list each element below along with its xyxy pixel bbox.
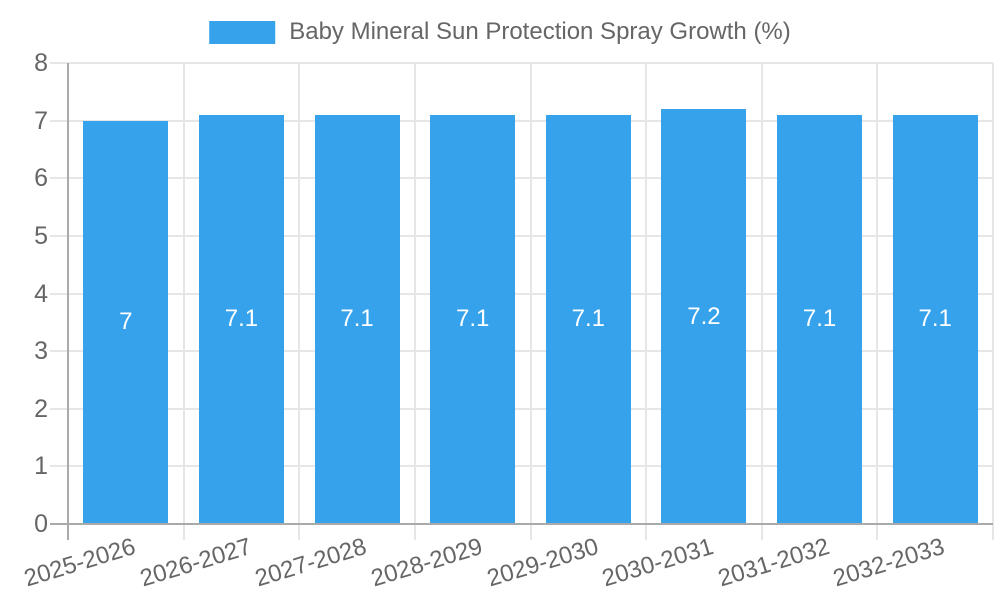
bar-value-label: 7.1	[802, 305, 837, 333]
y-axis-tick	[50, 234, 68, 237]
bar[interactable]	[661, 109, 747, 524]
v-gridline	[876, 63, 879, 524]
x-tick-label: 2029-2030	[483, 533, 602, 593]
y-tick-label: 2	[34, 394, 48, 423]
v-gridline	[992, 63, 994, 524]
x-axis-tick	[182, 524, 185, 540]
bar-value-label: 7.1	[456, 305, 490, 333]
v-gridline	[529, 63, 532, 524]
bar-value-label: 7.2	[687, 302, 721, 330]
legend-label: Baby Mineral Sun Protection Spray Growth…	[289, 18, 791, 45]
x-tick-label: 2027-2028	[252, 533, 370, 593]
y-axis-tick	[50, 177, 68, 180]
x-tick-label: 2025-2026	[21, 533, 139, 593]
y-tick-label: 1	[34, 452, 48, 481]
y-tick-label: 0	[34, 510, 48, 538]
v-gridline	[760, 63, 763, 524]
y-tick-label: 3	[34, 337, 48, 366]
bar[interactable]	[314, 114, 400, 524]
x-axis-tick	[529, 524, 532, 540]
bar[interactable]	[83, 120, 169, 524]
y-axis-line	[67, 63, 69, 540]
x-axis-tick	[876, 524, 879, 540]
y-tick-label: 7	[34, 106, 48, 135]
y-axis-tick	[50, 465, 68, 468]
x-axis-tick	[413, 524, 416, 540]
bar[interactable]	[545, 114, 631, 524]
y-axis-tick	[50, 292, 68, 295]
x-tick-label: 2030-2031	[599, 533, 717, 593]
y-axis-tick	[50, 350, 68, 353]
bar-value-label: 7.1	[340, 305, 374, 333]
v-gridline	[298, 63, 301, 524]
bar[interactable]	[430, 114, 516, 524]
y-tick-label: 5	[34, 221, 48, 250]
bar[interactable]	[198, 114, 284, 524]
bar-value-label: 7.1	[918, 305, 952, 333]
y-axis-tick	[50, 62, 68, 64]
legend-swatch	[209, 20, 276, 44]
bar[interactable]	[777, 114, 863, 524]
bar-value-label: 7.1	[571, 305, 605, 333]
bar-value-label: 7	[119, 308, 133, 336]
x-axis-line	[50, 523, 993, 525]
y-tick-label: 6	[34, 164, 48, 193]
bar-value-label: 7.1	[224, 305, 259, 333]
y-axis-tick	[50, 407, 68, 410]
x-tick-label: 2026-2027	[136, 533, 255, 593]
v-gridline	[645, 63, 648, 524]
y-tick-label: 8	[34, 49, 48, 77]
v-gridline	[182, 63, 185, 524]
x-tick-label: 2028-2029	[367, 533, 486, 593]
x-tick-label: 2032-2033	[830, 533, 949, 593]
x-axis-tick	[760, 524, 763, 540]
x-tick-label: 2031-2032	[714, 533, 833, 593]
y-axis-tick	[50, 119, 68, 122]
bar[interactable]	[892, 114, 978, 524]
y-tick-label: 4	[34, 279, 48, 308]
legend[interactable]: Baby Mineral Sun Protection Spray Growth…	[209, 18, 791, 46]
x-axis-tick	[298, 524, 301, 540]
v-gridline	[413, 63, 416, 524]
x-axis-tick	[992, 524, 994, 540]
x-axis-tick	[645, 524, 648, 540]
